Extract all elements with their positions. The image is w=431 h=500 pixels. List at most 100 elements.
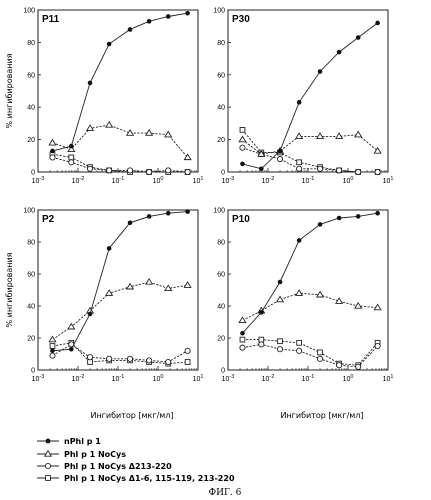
panel-p30: 0 20 40 60 80 100 10-3 10-2 10-1 100 101 P30	[213, 8, 393, 186]
data-point	[49, 352, 56, 359]
plot-frame	[227, 9, 389, 173]
data-point	[336, 167, 343, 174]
legend-label: Phl p 1 NoCys	[64, 450, 126, 459]
data-point	[240, 161, 245, 167]
series-line	[52, 153, 188, 173]
data-point	[296, 339, 302, 346]
data-point	[354, 301, 363, 309]
x-tick-label: 10-3	[222, 176, 235, 185]
y-tick-label: 100	[23, 208, 35, 215]
x-tick-label: 10-3	[32, 374, 45, 383]
data-point	[67, 145, 76, 152]
data-point	[336, 49, 342, 55]
data-point	[106, 355, 113, 362]
series-line	[52, 281, 188, 340]
data-point	[126, 355, 134, 362]
data-point	[316, 165, 324, 172]
y-tick-label: 60	[27, 72, 35, 79]
series-filled-circle	[50, 209, 190, 354]
y-tick-label: 40	[27, 304, 35, 311]
x-tick-label: 10-1	[302, 176, 315, 185]
data-point	[127, 27, 133, 32]
series-filled-circle	[240, 210, 380, 336]
legend-marker-circle	[44, 462, 52, 470]
series-triangle	[48, 120, 192, 161]
data-point	[374, 342, 381, 350]
x-axis-label-right: Ингибитор [мкг/мл]	[280, 411, 363, 420]
data-point	[165, 210, 171, 216]
data-point	[185, 209, 190, 214]
series-circle	[49, 154, 191, 176]
data-point	[277, 338, 283, 345]
data-point	[146, 168, 153, 176]
data-point	[239, 144, 246, 151]
data-point	[375, 210, 380, 216]
data-point	[355, 214, 361, 219]
data-point	[239, 336, 246, 343]
data-point	[317, 222, 323, 227]
y-tick-label: 100	[23, 8, 35, 15]
data-point	[165, 358, 172, 366]
data-point	[258, 341, 265, 348]
x-tick-label: 101	[193, 176, 204, 185]
y-tick-label: 0	[31, 170, 35, 177]
x-tick-label: 10-1	[112, 374, 125, 383]
data-point	[296, 100, 302, 105]
data-point	[125, 282, 135, 290]
data-point	[48, 335, 57, 343]
data-point	[69, 143, 74, 149]
series-triangle	[48, 277, 192, 343]
data-point	[183, 153, 192, 161]
y-tick-label: 0	[31, 368, 35, 375]
x-tick-label: 101	[193, 374, 204, 383]
series-line	[242, 343, 378, 368]
y-axis-label: % ингибирования	[5, 53, 14, 128]
y-axis-label: % ингибирования	[5, 252, 14, 327]
data-point	[336, 362, 343, 369]
y-tick-label: 80	[217, 240, 225, 247]
data-point	[296, 159, 302, 166]
data-point	[317, 349, 323, 356]
data-point	[126, 167, 134, 174]
legend-label: Phl p 1 NoCys Δ213-220	[64, 462, 172, 471]
series-filled-circle	[50, 10, 190, 154]
data-point	[127, 220, 133, 226]
data-point	[257, 150, 266, 157]
series-line	[242, 147, 378, 173]
series-triangle	[238, 289, 382, 324]
data-point	[335, 132, 344, 140]
data-point	[165, 14, 171, 19]
data-point	[315, 132, 325, 140]
data-point	[336, 215, 342, 221]
panel-title: P30	[232, 14, 250, 25]
data-point	[355, 35, 361, 40]
plot-frame	[37, 9, 199, 173]
legend-label: Phl p 1 NoCys Δ1-6, 115-119, 213-220	[64, 474, 235, 483]
panel-p11: 0 20 40 60 80 100 10-3 10-2 10-1 100 101 P11 % ингиб…	[5, 8, 203, 186]
data-point	[145, 277, 154, 285]
y-tick-label: 100	[213, 8, 225, 15]
y-tick-label: 0	[221, 170, 225, 177]
y-tick-label: 20	[27, 336, 35, 343]
series-line	[52, 156, 188, 173]
data-point	[375, 20, 380, 26]
legend-item-nocys: Phl p 1 NoCys	[37, 449, 126, 459]
data-point	[354, 130, 363, 138]
data-point	[86, 354, 94, 361]
legend-marker-filled-circle	[45, 438, 51, 444]
data-point	[87, 311, 93, 317]
data-point	[146, 357, 153, 364]
data-point	[277, 279, 283, 285]
data-point	[355, 168, 362, 176]
y-tick-label: 20	[217, 336, 225, 343]
y-tick-label: 60	[217, 272, 225, 279]
series-line	[52, 211, 188, 352]
series-line	[242, 212, 378, 334]
data-point	[68, 159, 75, 166]
x-tick-label: 100	[153, 176, 164, 185]
data-point	[183, 281, 192, 288]
y-tick-label: 60	[217, 72, 225, 79]
data-point	[335, 297, 344, 304]
data-point	[106, 41, 112, 47]
